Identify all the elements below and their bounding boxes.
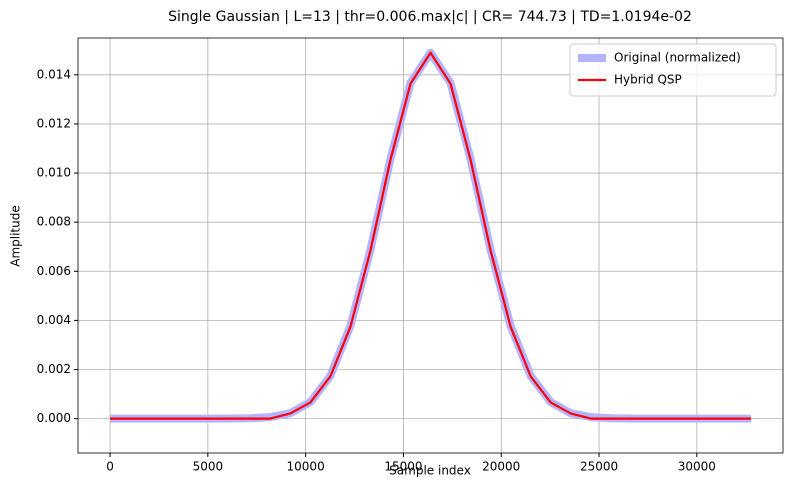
y-tick-label: 0.008: [37, 215, 71, 229]
plot-frame: [77, 37, 784, 454]
chart-title: Single Gaussian | L=13 | thr=0.006.max|c…: [168, 9, 692, 25]
y-tick-label: 0.002: [37, 362, 71, 376]
x-tick-label: 25000: [580, 460, 618, 474]
x-tick-label: 20000: [482, 460, 520, 474]
x-tick-label: 10000: [287, 460, 325, 474]
y-tick-label: 0.006: [37, 264, 71, 278]
x-tick-label: 5000: [193, 460, 224, 474]
x-tick-label: 15000: [384, 460, 422, 474]
legend-label: Original (normalized): [614, 51, 741, 65]
series-line: [110, 51, 751, 420]
y-axis-label: Amplitude: [9, 205, 23, 267]
x-axis-label: Sample index: [389, 464, 471, 478]
y-tick-label: 0.004: [37, 313, 71, 327]
series-line: [110, 48, 751, 423]
x-tick-label: 0: [106, 460, 114, 474]
x-tick-label: 30000: [678, 460, 716, 474]
y-tick-label: 0.014: [37, 67, 71, 81]
y-tick-label: 0.000: [37, 411, 71, 425]
y-tick-label: 0.012: [37, 116, 71, 130]
legend-box: [569, 43, 777, 97]
y-tick-label: 0.010: [37, 166, 71, 180]
legend-label: Hybrid QSP: [614, 73, 682, 87]
